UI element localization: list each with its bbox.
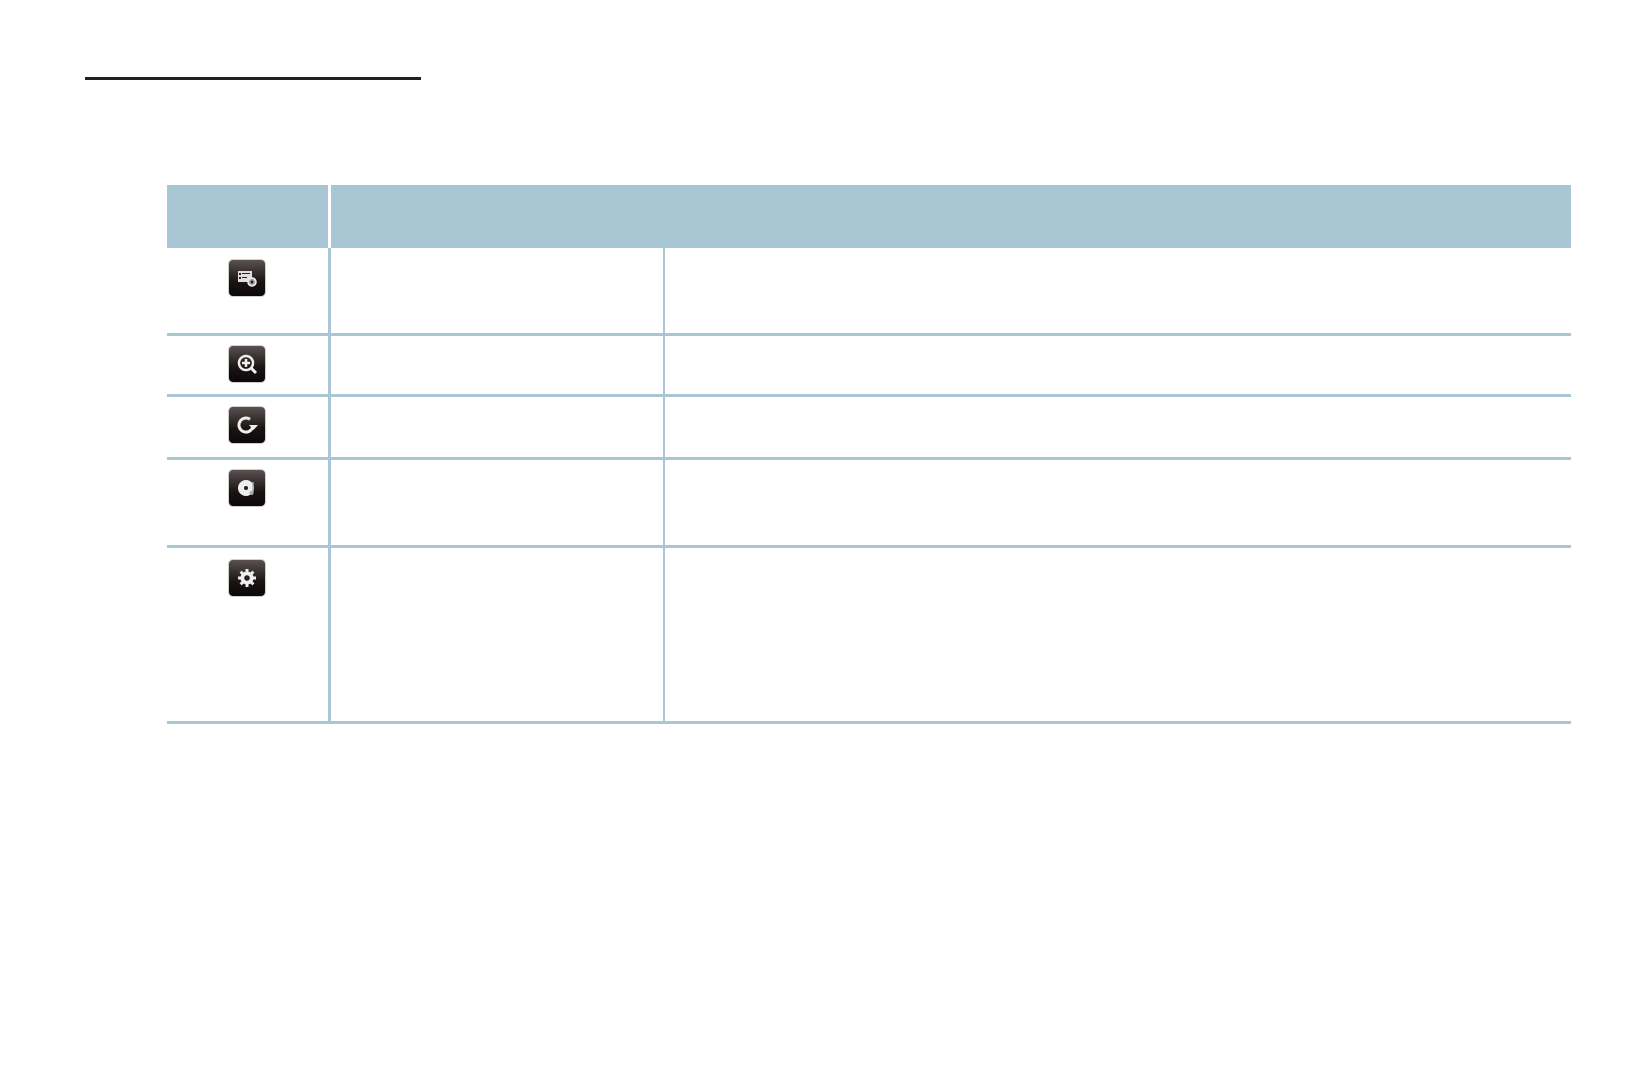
header-divider xyxy=(328,185,331,248)
column-divider xyxy=(663,548,665,721)
icon-cell xyxy=(167,460,328,545)
table-row xyxy=(167,548,1571,724)
column-divider xyxy=(328,248,331,333)
column-divider xyxy=(663,248,665,333)
table-row xyxy=(167,460,1571,548)
title-rule xyxy=(85,77,421,80)
screen-settings-icon xyxy=(229,260,265,296)
table-row xyxy=(167,397,1571,460)
column-divider xyxy=(663,460,665,545)
table-header xyxy=(167,185,1571,248)
column-divider xyxy=(328,460,331,545)
icon-cell xyxy=(167,248,328,333)
gear-icon xyxy=(229,560,265,596)
table-row xyxy=(167,248,1571,336)
icon-table xyxy=(167,185,1571,724)
disc-music-icon xyxy=(229,470,265,506)
icon-cell xyxy=(167,336,328,394)
column-divider xyxy=(663,336,665,394)
column-divider xyxy=(328,548,331,721)
column-divider xyxy=(663,397,665,457)
zoom-in-icon xyxy=(229,346,265,382)
column-divider xyxy=(328,397,331,457)
icon-cell xyxy=(167,397,328,457)
column-divider xyxy=(328,336,331,394)
table-row xyxy=(167,336,1571,397)
icon-cell xyxy=(167,548,328,721)
rotate-icon xyxy=(229,407,265,443)
